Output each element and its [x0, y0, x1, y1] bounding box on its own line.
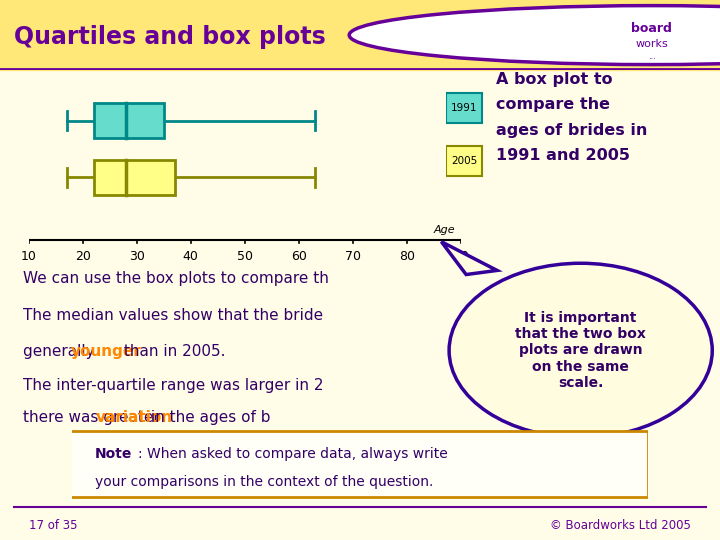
Text: 1991 and 2005: 1991 and 2005	[495, 148, 630, 163]
Text: : When asked to compare data, always write: : When asked to compare data, always wri…	[138, 447, 448, 461]
Text: A box plot to: A box plot to	[495, 72, 612, 87]
Text: compare the: compare the	[495, 97, 610, 112]
Text: 80: 80	[399, 249, 415, 263]
Text: 30: 30	[129, 249, 145, 263]
Bar	[446, 146, 482, 176]
Text: younger: younger	[71, 344, 142, 359]
Text: ...: ...	[648, 52, 655, 60]
Bar	[446, 93, 482, 123]
Text: 20: 20	[75, 249, 91, 263]
Text: We can use the box plots to compare th: We can use the box plots to compare th	[23, 271, 329, 286]
Text: your comparisons in the context of the question.: your comparisons in the context of the q…	[95, 475, 433, 489]
Ellipse shape	[449, 263, 712, 437]
Text: in the ages of b: in the ages of b	[146, 410, 271, 426]
Text: 40: 40	[183, 249, 199, 263]
Text: 1991: 1991	[451, 103, 477, 113]
Circle shape	[349, 5, 720, 65]
FancyBboxPatch shape	[66, 431, 648, 497]
Text: 17 of 35: 17 of 35	[29, 519, 77, 532]
Text: variation: variation	[96, 410, 174, 426]
Text: The inter-quartile range was larger in 2: The inter-quartile range was larger in 2	[23, 378, 324, 393]
Text: 70: 70	[345, 249, 361, 263]
Text: ages of brides in: ages of brides in	[495, 123, 647, 138]
Text: Age: Age	[433, 225, 456, 235]
Text: Quartiles and box plots: Quartiles and box plots	[14, 24, 326, 49]
Text: 90: 90	[453, 249, 469, 263]
Text: 2005: 2005	[451, 156, 477, 166]
Text: works: works	[635, 38, 668, 49]
Text: 60: 60	[291, 249, 307, 263]
Bar	[94, 103, 164, 138]
Text: generally: generally	[23, 344, 100, 359]
Text: board: board	[631, 22, 672, 35]
Polygon shape	[441, 242, 497, 274]
Text: than in 2005.: than in 2005.	[120, 344, 226, 359]
Text: Note: Note	[95, 447, 132, 461]
Text: 10: 10	[21, 249, 37, 263]
Text: 50: 50	[237, 249, 253, 263]
Bar	[94, 160, 175, 194]
Text: there was greater: there was greater	[23, 410, 165, 426]
Text: The median values show that the bride: The median values show that the bride	[23, 308, 323, 323]
Text: It is important
that the two box
plots are drawn
on the same
scale.: It is important that the two box plots a…	[516, 311, 646, 390]
Text: © Boardworks Ltd 2005: © Boardworks Ltd 2005	[550, 519, 691, 532]
